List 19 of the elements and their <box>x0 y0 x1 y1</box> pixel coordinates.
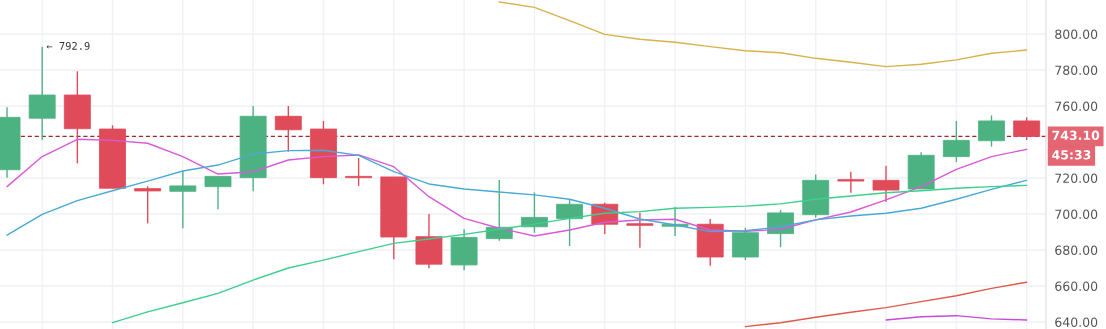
line-series <box>111 184 1028 324</box>
y-tick-label: 700.00 <box>1055 209 1098 219</box>
candlestick <box>837 171 865 194</box>
y-tick-label: 720.00 <box>1055 173 1098 183</box>
y-tick-label: 780.00 <box>1055 65 1098 75</box>
y-tick-label: 680.00 <box>1055 245 1098 255</box>
y-tick-label: 660.00 <box>1055 281 1098 291</box>
ref-line-label: 743.10 <box>1052 130 1100 141</box>
line-series <box>498 1 1028 68</box>
candlestick <box>169 170 197 229</box>
candlestick <box>134 185 162 225</box>
y-tick-label: 800.00 <box>1055 29 1098 39</box>
annotation: ← 792.9 <box>46 41 90 50</box>
candlestick <box>345 157 373 187</box>
text: 45:33 <box>1052 150 1091 160</box>
y-tick-label: 640.00 <box>1055 317 1098 327</box>
y-tick-label: 760.00 <box>1055 101 1098 111</box>
candlestick <box>626 212 654 249</box>
line-series <box>744 281 1028 328</box>
